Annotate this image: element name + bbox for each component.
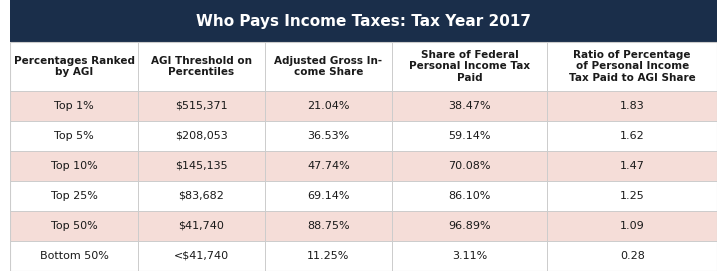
Text: 59.14%: 59.14%: [448, 131, 491, 141]
Text: Top 25%: Top 25%: [51, 191, 98, 201]
Text: 1.83: 1.83: [619, 101, 645, 111]
Text: <$41,740: <$41,740: [174, 251, 229, 261]
Text: $145,135: $145,135: [175, 161, 227, 171]
Text: AGI Threshold on
Percentiles: AGI Threshold on Percentiles: [151, 56, 252, 77]
Text: 1.47: 1.47: [619, 161, 645, 171]
FancyBboxPatch shape: [11, 0, 717, 42]
Text: 1.09: 1.09: [619, 221, 645, 231]
Text: 47.74%: 47.74%: [307, 161, 350, 171]
Text: 1.62: 1.62: [619, 131, 645, 141]
Text: Top 50%: Top 50%: [51, 221, 98, 231]
Text: Percentages Ranked
by AGI: Percentages Ranked by AGI: [14, 56, 135, 77]
Text: 1.25: 1.25: [619, 191, 645, 201]
Text: Bottom 50%: Bottom 50%: [39, 251, 108, 261]
Text: 70.08%: 70.08%: [448, 161, 491, 171]
Text: Ratio of Percentage
of Personal Income
Tax Paid to AGI Share: Ratio of Percentage of Personal Income T…: [569, 50, 695, 83]
Text: 21.04%: 21.04%: [307, 101, 350, 111]
Text: $208,053: $208,053: [175, 131, 227, 141]
FancyBboxPatch shape: [11, 151, 717, 181]
Text: 3.11%: 3.11%: [452, 251, 488, 261]
FancyBboxPatch shape: [11, 181, 717, 211]
Text: Adjusted Gross In-
come Share: Adjusted Gross In- come Share: [275, 56, 382, 77]
Text: $515,371: $515,371: [175, 101, 227, 111]
Text: 36.53%: 36.53%: [308, 131, 350, 141]
Text: 86.10%: 86.10%: [449, 191, 491, 201]
Text: 96.89%: 96.89%: [448, 221, 491, 231]
Text: Share of Federal
Personal Income Tax
Paid: Share of Federal Personal Income Tax Pai…: [409, 50, 531, 83]
Text: Top 1%: Top 1%: [54, 101, 94, 111]
Text: $83,682: $83,682: [179, 191, 224, 201]
Text: Top 5%: Top 5%: [54, 131, 94, 141]
FancyBboxPatch shape: [11, 211, 717, 241]
Text: 88.75%: 88.75%: [307, 221, 350, 231]
Text: 69.14%: 69.14%: [307, 191, 350, 201]
Text: 0.28: 0.28: [619, 251, 645, 261]
FancyBboxPatch shape: [11, 42, 717, 91]
Text: Who Pays Income Taxes: Tax Year 2017: Who Pays Income Taxes: Tax Year 2017: [196, 14, 531, 28]
FancyBboxPatch shape: [11, 241, 717, 271]
Text: $41,740: $41,740: [179, 221, 224, 231]
FancyBboxPatch shape: [11, 91, 717, 121]
Text: 11.25%: 11.25%: [307, 251, 350, 261]
FancyBboxPatch shape: [11, 121, 717, 151]
Text: Top 10%: Top 10%: [51, 161, 98, 171]
Text: 38.47%: 38.47%: [448, 101, 491, 111]
